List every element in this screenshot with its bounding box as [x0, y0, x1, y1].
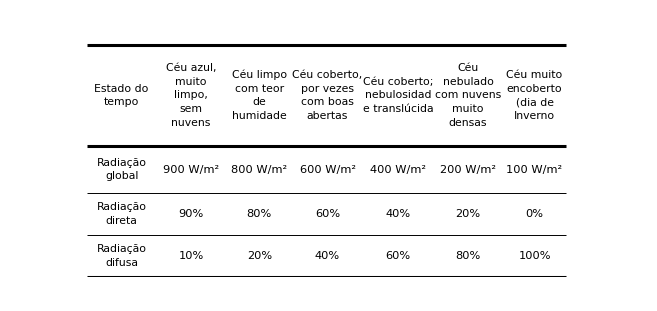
- Text: 100%: 100%: [518, 251, 551, 261]
- Text: 80%: 80%: [246, 209, 272, 219]
- Text: Radiação
direta: Radiação direta: [97, 202, 147, 226]
- Text: 80%: 80%: [455, 251, 481, 261]
- Text: Céu muito
encoberto
(dia de
Inverno: Céu muito encoberto (dia de Inverno: [507, 70, 562, 121]
- Text: 600 W/m²: 600 W/m²: [300, 165, 355, 175]
- Text: Radiação
difusa: Radiação difusa: [97, 244, 147, 268]
- Text: 90%: 90%: [179, 209, 204, 219]
- Text: 400 W/m²: 400 W/m²: [370, 165, 426, 175]
- Text: Estado do
tempo: Estado do tempo: [95, 84, 148, 107]
- Text: 900 W/m²: 900 W/m²: [163, 165, 219, 175]
- Text: Céu limpo
com teor
de
humidade: Céu limpo com teor de humidade: [232, 70, 287, 121]
- Text: Céu
nebulado
com nuvens
muito
densas: Céu nebulado com nuvens muito densas: [435, 63, 501, 128]
- Text: 60%: 60%: [315, 209, 340, 219]
- Text: 10%: 10%: [179, 251, 204, 261]
- Text: 40%: 40%: [315, 251, 340, 261]
- Text: 800 W/m²: 800 W/m²: [231, 165, 287, 175]
- Text: 60%: 60%: [385, 251, 411, 261]
- Text: Céu coberto;
nebulosidad
e translúcida: Céu coberto; nebulosidad e translúcida: [363, 77, 433, 114]
- Text: 200 W/m²: 200 W/m²: [440, 165, 496, 175]
- Text: Céu azul,
muito
limpo,
sem
nuvens: Céu azul, muito limpo, sem nuvens: [166, 63, 216, 128]
- Text: 40%: 40%: [385, 209, 411, 219]
- Text: 100 W/m²: 100 W/m²: [507, 165, 562, 175]
- Text: 0%: 0%: [526, 209, 543, 219]
- Text: 20%: 20%: [455, 209, 481, 219]
- Text: Radiação
global: Radiação global: [97, 158, 147, 181]
- Text: Céu coberto,
por vezes
com boas
abertas: Céu coberto, por vezes com boas abertas: [292, 70, 363, 121]
- Text: 20%: 20%: [247, 251, 272, 261]
